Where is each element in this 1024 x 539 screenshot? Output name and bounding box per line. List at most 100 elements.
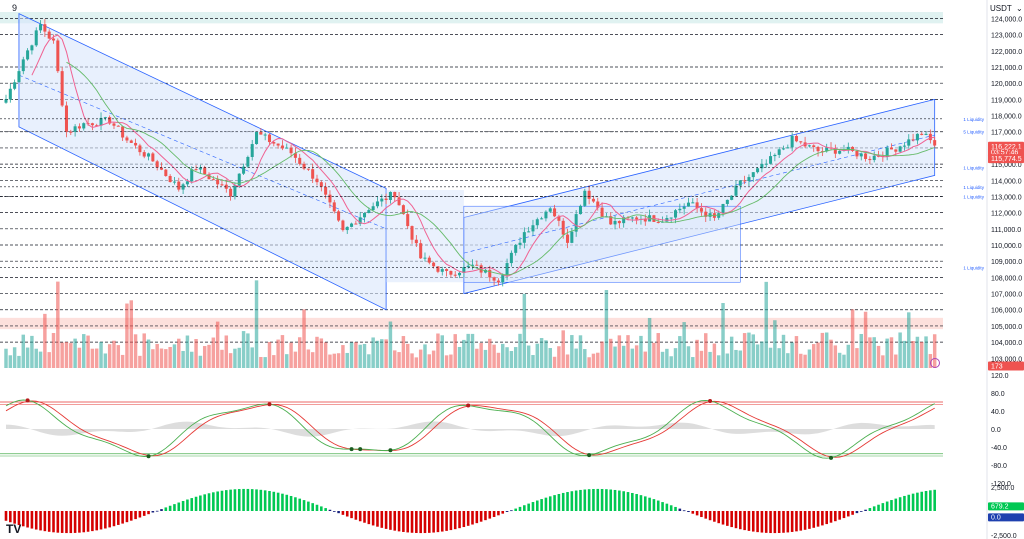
candle-body <box>674 210 678 218</box>
histogram-bar <box>289 495 293 511</box>
histogram-bar <box>199 495 202 511</box>
volume-bar <box>341 345 345 368</box>
histogram-bar <box>531 502 535 511</box>
histogram-bar <box>631 492 634 511</box>
candle-body <box>427 257 431 263</box>
histogram-bar <box>397 511 401 532</box>
volume-bar <box>634 345 639 368</box>
price-pane[interactable]: 1 Liquidity 5 Liquidity 1 Liquidity 1 Liqui… <box>0 12 985 368</box>
candle-body <box>622 217 626 224</box>
histogram-bar <box>402 511 405 532</box>
volume-bar <box>760 341 764 368</box>
candle-body <box>747 177 751 181</box>
candle-body <box>583 190 587 206</box>
candle-body <box>751 172 755 178</box>
histogram-bar <box>367 511 371 525</box>
volume-bar <box>349 342 354 368</box>
hist-tick-label: -2,500.0 <box>991 533 1017 539</box>
volume-bar <box>151 349 155 368</box>
oscillator-pane[interactable] <box>0 398 943 460</box>
volume-bar <box>323 342 328 368</box>
histogram-pane[interactable] <box>4 488 936 534</box>
histogram-bar <box>479 511 483 522</box>
histogram-bar <box>268 491 271 511</box>
volume-bar <box>116 345 121 368</box>
candle-body <box>237 173 241 186</box>
volume-bar <box>544 340 548 368</box>
candle-body <box>898 146 902 152</box>
histogram-bar <box>821 511 824 526</box>
volume-bar <box>518 333 522 368</box>
candle-body <box>704 211 708 217</box>
hist-tick-label: 2,500.0 <box>991 485 1014 492</box>
histogram-bar <box>428 511 431 533</box>
volume-bar <box>712 343 717 368</box>
candle-body <box>194 169 198 171</box>
candle-body <box>600 207 604 217</box>
histogram-bar <box>324 508 327 511</box>
histogram-bar <box>877 504 880 511</box>
volume-bar <box>60 342 64 368</box>
candle-body <box>324 186 328 195</box>
axis-column[interactable]: 124,000.0 123,000.0 122,000.0 121,000.0 120,… <box>986 0 1024 539</box>
histogram-bar <box>160 509 163 511</box>
candle-body <box>64 105 68 132</box>
volume-bar <box>509 350 514 368</box>
histogram-bar <box>285 494 289 511</box>
histogram-bar <box>34 511 38 530</box>
candle-body <box>95 125 99 127</box>
histogram-bar <box>168 505 172 511</box>
histogram-bar <box>410 511 414 533</box>
volume-bar <box>751 334 755 368</box>
volume-bar <box>233 348 237 368</box>
histogram-bar <box>510 510 513 512</box>
candle-body <box>164 169 168 176</box>
volume-bar <box>297 337 302 368</box>
volume-bar <box>423 344 427 368</box>
volume-bar <box>691 357 695 368</box>
volume-bar <box>786 353 790 368</box>
candle-body <box>337 211 341 221</box>
candle-body <box>790 136 794 148</box>
volume-bar <box>306 349 311 368</box>
volume-bar <box>397 352 401 368</box>
volume-bar <box>729 336 734 368</box>
volume-bar <box>496 352 501 368</box>
last-price-tag-bg <box>988 141 1024 151</box>
candle-body <box>375 201 379 207</box>
candle-body <box>656 221 660 223</box>
volume-bar <box>172 344 177 368</box>
histogram-bar <box>436 511 440 533</box>
histogram-bar <box>190 498 194 511</box>
histogram-bar <box>406 511 410 533</box>
volume-bar <box>401 336 406 368</box>
volume-bar <box>47 352 51 368</box>
volume-bar <box>211 337 216 368</box>
oscillator-line <box>5 399 935 459</box>
histogram-bar <box>30 511 34 529</box>
volume-bar <box>526 345 531 368</box>
histogram-bar <box>851 511 854 515</box>
histogram-bar <box>95 511 99 531</box>
candle-body <box>56 40 60 72</box>
histogram-bar <box>311 503 314 511</box>
histogram-bar <box>112 511 116 527</box>
histogram-bar <box>764 511 768 533</box>
countdown-tag: 03:57:46 <box>991 150 1018 157</box>
volume-bar <box>673 348 678 368</box>
histogram-bar <box>484 511 487 521</box>
histogram-bar <box>721 511 725 525</box>
histogram-bar <box>682 510 686 512</box>
candle-body <box>738 180 742 186</box>
candle-body <box>669 217 673 219</box>
candle-body <box>462 267 466 273</box>
price-tick-label: 103,000.0 <box>991 356 1022 363</box>
candle-body <box>121 126 125 138</box>
volume-bar <box>457 346 462 368</box>
candle-body <box>453 274 457 276</box>
volume-bar <box>591 353 596 368</box>
volume-bar <box>812 344 816 368</box>
histogram-bar <box>587 489 591 511</box>
histogram-bar <box>535 500 539 511</box>
